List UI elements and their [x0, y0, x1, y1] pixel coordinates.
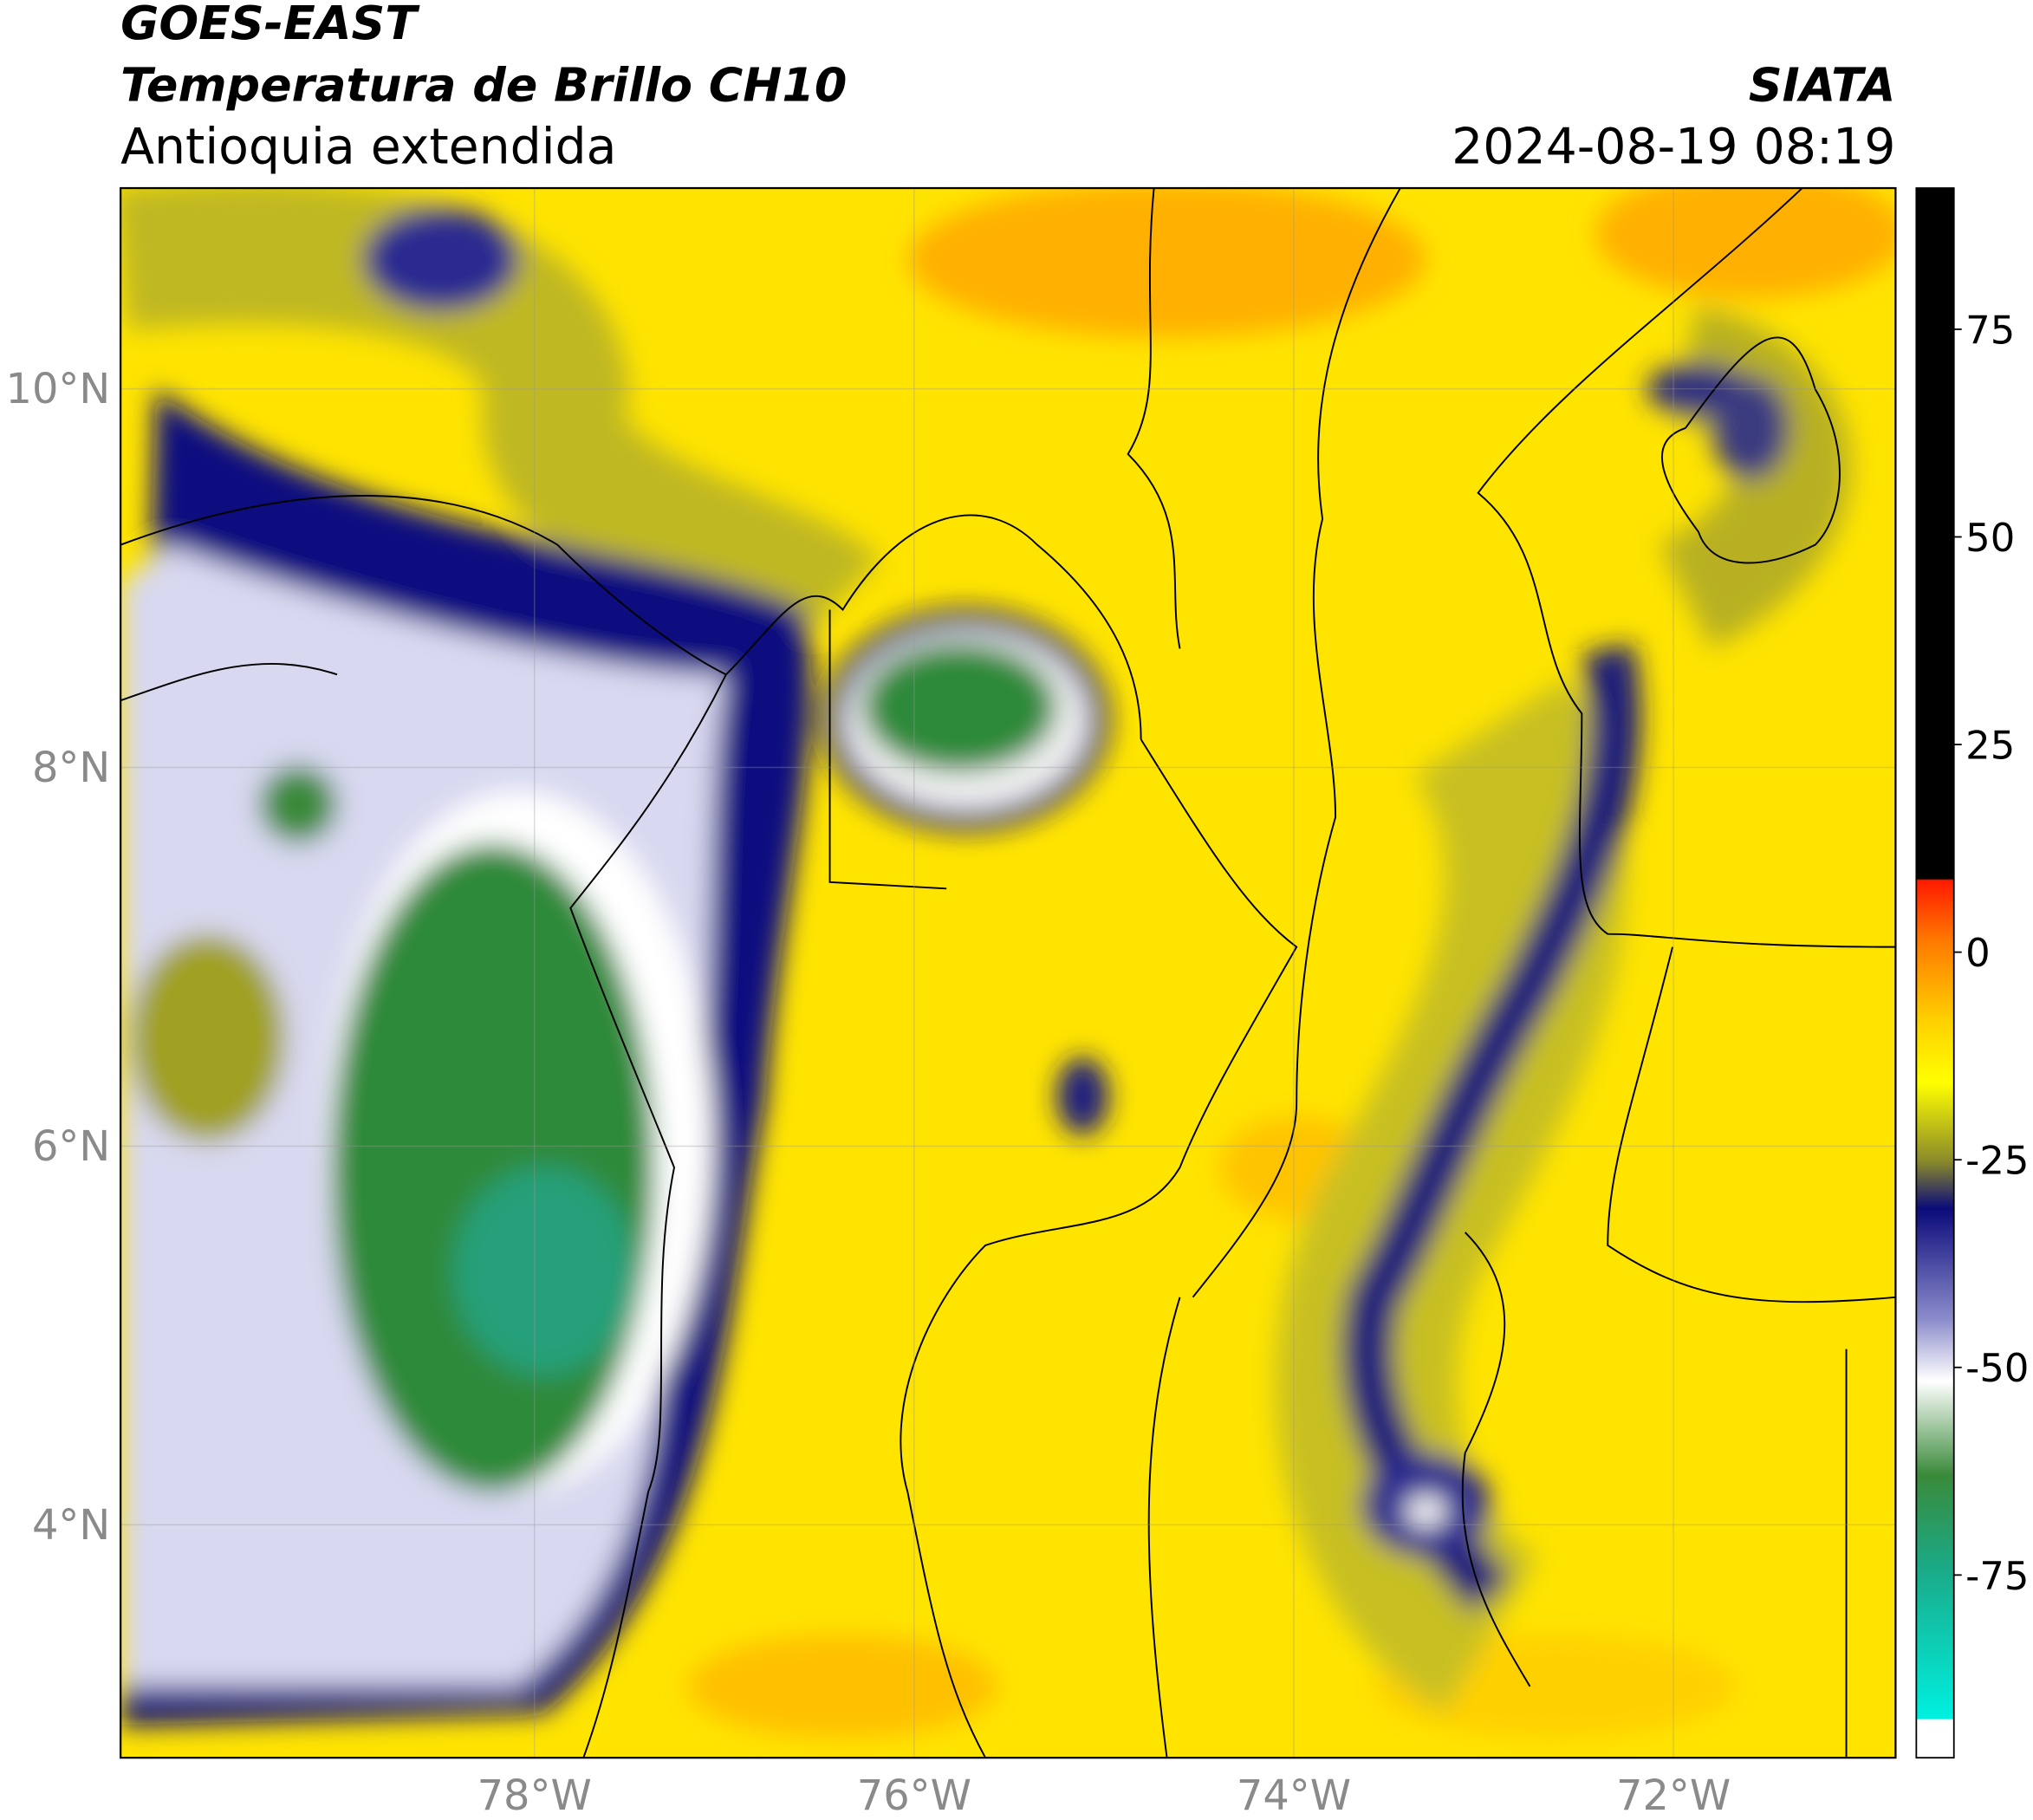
- colorbar-tick-label: 25: [1965, 723, 2015, 769]
- x-tick-label: 72°W: [1616, 1772, 1731, 1820]
- agency-label: SIATA: [1749, 58, 1896, 113]
- satellite-image: [120, 188, 1896, 1758]
- region-subtitle: Antioquia extendida: [120, 119, 616, 176]
- source-title: GOES-EAST: [120, 0, 420, 50]
- y-tick-label: 10°N: [6, 366, 111, 413]
- colorbar-tick-label: -50: [1965, 1345, 2029, 1391]
- y-tick-label: 4°N: [32, 1502, 110, 1550]
- colorbar-tick-label: -75: [1965, 1553, 2029, 1599]
- x-tick-label: 76°W: [857, 1772, 971, 1820]
- borders: [120, 188, 1896, 1758]
- map-frame: [120, 186, 1897, 1759]
- colorbar-tick-label: 50: [1965, 515, 2015, 561]
- x-tick-label: 78°W: [477, 1772, 592, 1820]
- y-tick-label: 8°N: [32, 744, 110, 792]
- datetime-label: 2024-08-19 08:19: [1452, 119, 1895, 176]
- product-title: Temperatura de Brillo CH10: [120, 58, 847, 113]
- colorbar-tick-label: 75: [1965, 307, 2015, 353]
- colorbar: [1915, 187, 1955, 1759]
- colorbar-tick-label: 0: [1965, 930, 1991, 976]
- colorbar-tick-label: -25: [1965, 1138, 2029, 1184]
- y-tick-label: 6°N: [32, 1123, 110, 1171]
- graticule: [120, 188, 1896, 1758]
- x-tick-label: 74°W: [1237, 1772, 1351, 1820]
